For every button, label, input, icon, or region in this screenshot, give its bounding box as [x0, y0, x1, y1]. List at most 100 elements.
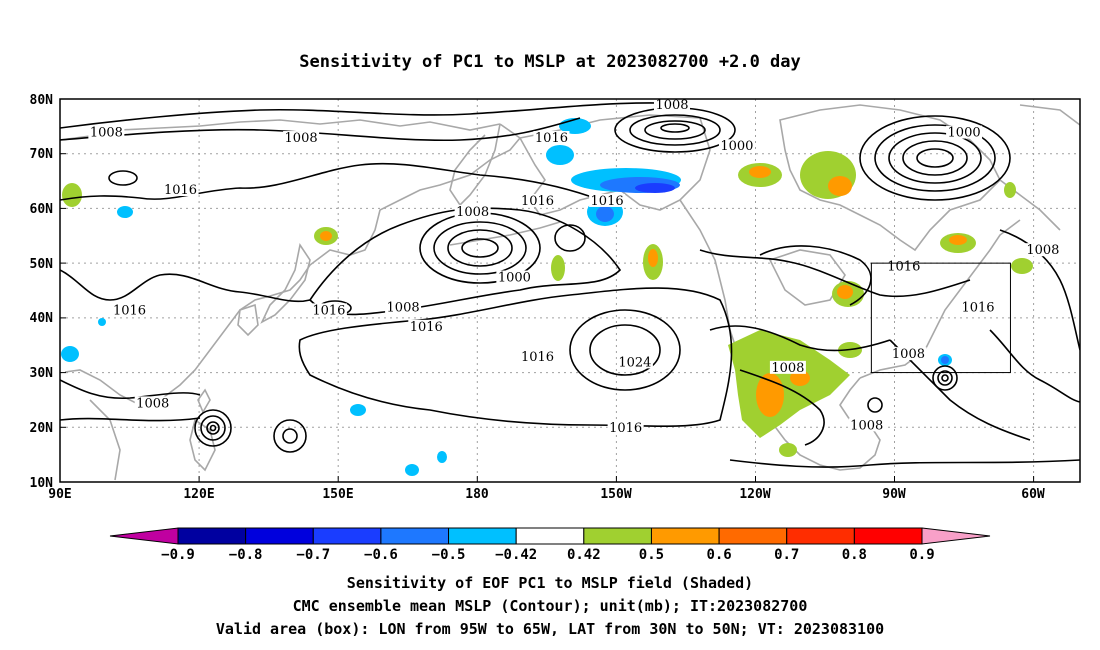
colorbar-label: 0.42: [567, 547, 601, 563]
contour-label: 1008: [387, 301, 420, 316]
lon-label: 90W: [882, 487, 906, 502]
caption-line-3: Valid area (box): LON from 95W to 65W, L…: [216, 620, 884, 638]
colorbar-left-arrow: [109, 527, 179, 545]
contour-label-background: [616, 355, 653, 369]
shade-orange: [320, 166, 967, 417]
contour-label-background: [519, 349, 556, 363]
map: 1008 1008 1008 1000 1000 1016 1016 1016 1016 1008…: [30, 93, 1081, 502]
contour-label-background: [769, 360, 806, 374]
contour-label: 1008: [1026, 243, 1059, 258]
colorbar-label: −0.42: [495, 547, 537, 563]
contour-label-background: [1024, 243, 1061, 257]
colorbar-right-arrow: [921, 527, 991, 545]
colorbar-swatch: [583, 527, 652, 545]
contour-label: 1016: [312, 303, 345, 318]
contour-label-background: [946, 125, 983, 139]
colorbar-swatch: [718, 527, 788, 545]
colorbar-label: 0.9: [909, 547, 934, 563]
page-title: Sensitivity of PC1 to MSLP at 2023082700…: [299, 52, 801, 72]
lat-axis-labels: 80N 70N 60N 50N 40N 30N 20N 10N: [30, 93, 54, 491]
lat-label: 80N: [30, 93, 54, 108]
contour-label: 1016: [887, 260, 920, 275]
contour-label: 1016: [521, 194, 554, 209]
lat-label: 20N: [30, 421, 54, 436]
contour-labels: 1008 1008 1008 1000 1000 1016 1016 1016 1016 1008…: [88, 98, 1061, 436]
colorbar-swatch: [245, 527, 314, 545]
lon-label: 150E: [322, 487, 353, 502]
lon-label: 60W: [1021, 487, 1045, 502]
contour-label: 1000: [948, 126, 981, 141]
colorbar-swatch: [448, 527, 517, 545]
contour-label-background: [654, 99, 690, 112]
lon-axis-labels: 90E 120E 150E 180 150W 120W 90W 60W: [48, 487, 1045, 502]
lat-label: 70N: [30, 147, 54, 162]
colorbar-swatch: [650, 527, 720, 545]
contour-label-background: [718, 139, 755, 153]
lat-label: 60N: [30, 202, 54, 217]
colorbar-swatch: [312, 527, 382, 545]
colorbar-swatch: [380, 527, 450, 545]
lat-label: 50N: [30, 257, 54, 272]
caption-line-2: CMC ensemble mean MSLP (Contour); unit(m…: [293, 597, 808, 615]
contour-label: 1008: [285, 131, 318, 146]
contour-label: 1016: [164, 183, 197, 198]
contour-label-background: [283, 131, 320, 145]
colorbar-swatch: [515, 527, 585, 545]
contour-label: 1000: [498, 271, 531, 286]
contour-label: 1008: [655, 98, 688, 113]
contour-label-background: [134, 396, 171, 410]
shade-darkblue: [635, 183, 675, 193]
colorbar-label: 0.8: [842, 547, 867, 563]
map-frame: [59, 98, 1081, 483]
colorbar-swatch: [177, 527, 247, 545]
tick-marks: [60, 153, 1035, 482]
contour-label: 1008: [456, 205, 489, 220]
sensitivity-shading: [61, 118, 1033, 476]
colorbar-swatch: [853, 527, 923, 545]
lat-label: 40N: [30, 311, 54, 326]
contour-label-background: [88, 125, 125, 139]
contour-label-background: [960, 300, 996, 314]
contour-label: 1016: [410, 320, 443, 335]
lat-label: 30N: [30, 366, 54, 381]
contour-label: 1008: [90, 126, 123, 141]
contour-label-background: [408, 319, 445, 333]
contour-label-background: [607, 421, 644, 435]
caption-line-1: Sensitivity of EOF PC1 to MSLP field (Sh…: [347, 574, 753, 592]
contour-label: 1008: [850, 418, 883, 433]
colorbar-label: 0.5: [639, 547, 664, 563]
contour-label: 1008: [136, 396, 169, 411]
contour-label: 1016: [961, 301, 994, 316]
valid-area-box: [870, 262, 1011, 374]
contour-label: 1024: [618, 355, 651, 370]
contour-label-background: [385, 300, 422, 314]
lon-label: 120W: [739, 487, 770, 502]
lat-label: 10N: [30, 476, 54, 491]
contour-label-background: [310, 303, 347, 317]
contour-label-background: [533, 131, 570, 145]
colorbar-label: −0.7: [296, 547, 330, 563]
contour-label: 1008: [771, 361, 804, 376]
lon-label: 90E: [48, 487, 71, 502]
colorbar: −0.9 −0.8 −0.7 −0.6 −0.5 −0.42 0.42 0.5 0.6 0.7 0.…: [109, 527, 991, 563]
lon-label: 120E: [183, 487, 214, 502]
colorbar-label: −0.6: [364, 547, 398, 563]
contour-label-background: [519, 193, 556, 207]
colorbar-label: −0.9: [161, 547, 195, 563]
contour-label: 1008: [892, 347, 925, 362]
contour-label-background: [111, 303, 148, 317]
contour-label: 1016: [535, 131, 568, 146]
contour-label-background: [162, 183, 199, 197]
contour-label-background: [496, 270, 533, 284]
colorbar-label: −0.8: [229, 547, 263, 563]
contour-label: 1000: [720, 139, 753, 154]
colorbar-label: 0.6: [706, 547, 731, 563]
contour-label-background: [589, 193, 626, 207]
colorbar-swatch: [786, 527, 855, 545]
contour-label: 1016: [113, 303, 146, 318]
mslp-contours: [60, 102, 1080, 468]
contour-label-background: [848, 418, 885, 432]
contour-label-background: [890, 347, 927, 361]
colorbar-label: 0.7: [774, 547, 799, 563]
contour-label: 1016: [609, 421, 642, 436]
